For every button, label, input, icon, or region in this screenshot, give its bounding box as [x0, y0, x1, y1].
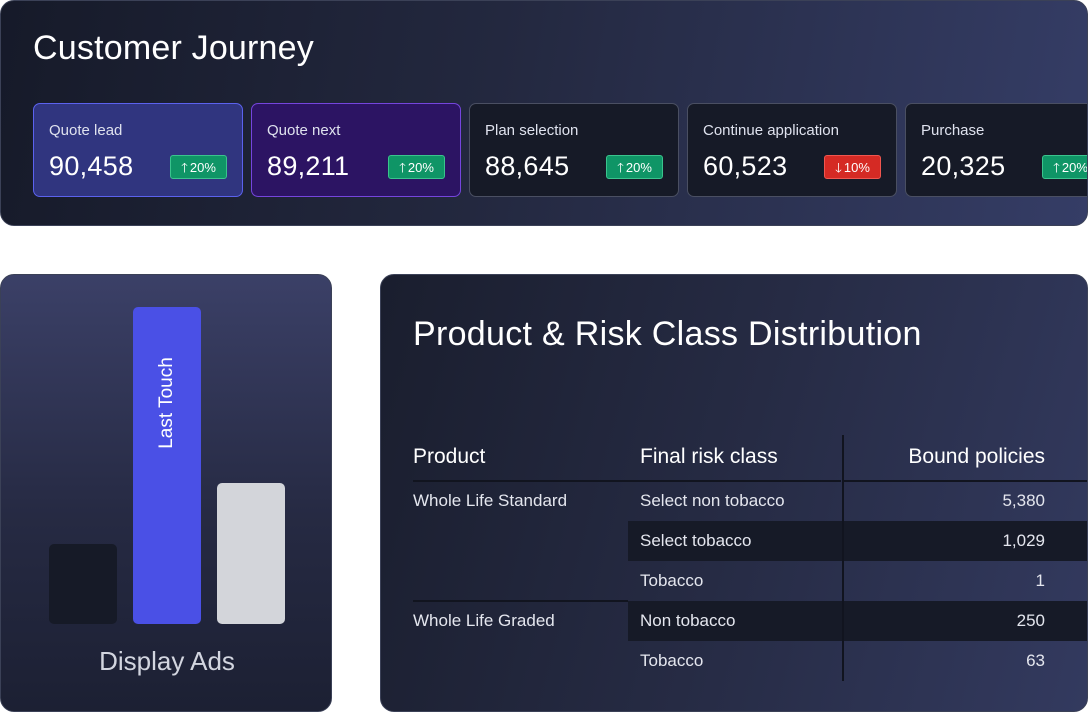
card-label: Quote lead: [49, 122, 123, 139]
change-badge-up: 🡑 20%: [170, 155, 227, 179]
card-label: Purchase: [921, 122, 985, 139]
header-risk-class: Final risk class: [640, 445, 778, 468]
change-badge-down: 🡓 10%: [824, 155, 881, 179]
display-ads-panel: Last Touch Display Ads: [0, 274, 332, 712]
arrow-down-icon: 🡓: [835, 160, 842, 175]
card-quote-next[interactable]: Quote next 89,211 🡑 20%: [251, 103, 461, 197]
customer-journey-panel: Customer Journey Quote lead 90,458 🡑 20% …: [0, 0, 1088, 226]
change-value: 20%: [625, 160, 652, 175]
bar-grey: [217, 483, 285, 624]
cell-risk-class: Select tobacco: [640, 531, 752, 550]
cell-bound-policies: 5,380: [1002, 491, 1045, 510]
header-divider: [844, 480, 1087, 482]
cell-risk-class: Non tobacco: [640, 611, 736, 630]
card-value: 89,211: [267, 151, 350, 181]
card-value: 90,458: [49, 151, 134, 181]
bar-last-touch: Last Touch: [133, 307, 201, 624]
header-product: Product: [413, 445, 486, 468]
distribution-title: Product & Risk Class Distribution: [413, 315, 922, 353]
card-value: 20,325: [921, 151, 1006, 181]
group-divider: [413, 600, 628, 602]
arrow-up-icon: 🡑: [399, 160, 406, 175]
cell-risk-class: Tobacco: [640, 571, 704, 590]
row-highlight: [628, 521, 1087, 561]
change-value: 20%: [189, 160, 216, 175]
cell-bound-policies: 1: [1035, 571, 1045, 590]
change-badge-up: 🡑 20%: [606, 155, 663, 179]
card-value: 60,523: [703, 151, 788, 181]
distribution-panel: Product & Risk Class Distribution Produc…: [380, 274, 1088, 712]
change-badge-up: 🡑 20%: [388, 155, 445, 179]
cell-bound-policies: 1,029: [1002, 531, 1045, 550]
change-value: 20%: [407, 160, 434, 175]
cell-bound-policies: 250: [1016, 611, 1045, 630]
cell-risk-class: Tobacco: [640, 651, 704, 670]
bar-label: Last Touch: [156, 357, 177, 449]
cell-bound-policies: 63: [1026, 651, 1045, 670]
header-divider: [413, 480, 841, 482]
card-plan-selection[interactable]: Plan selection 88,645 🡑 20%: [469, 103, 679, 197]
card-purchase[interactable]: Purchase 20,325 🡑 20%: [905, 103, 1088, 197]
bar-dark: [49, 544, 117, 624]
column-divider: [842, 435, 844, 681]
arrow-up-icon: 🡑: [617, 160, 624, 175]
card-label: Continue application: [703, 122, 839, 139]
card-continue-application[interactable]: Continue application 60,523 🡓 10%: [687, 103, 897, 197]
arrow-up-icon: 🡑: [1053, 160, 1060, 175]
journey-title: Customer Journey: [33, 29, 314, 67]
journey-cards: Quote lead 90,458 🡑 20% Quote next 89,211…: [33, 103, 1088, 197]
cell-product: Whole Life Standard: [413, 491, 568, 510]
cell-risk-class: Select non tobacco: [640, 491, 785, 510]
row-highlight: [628, 601, 1087, 641]
card-label: Quote next: [267, 122, 341, 139]
card-label: Plan selection: [485, 122, 579, 139]
cell-product: Whole Life Graded: [413, 611, 555, 630]
change-badge-up: 🡑 20%: [1042, 155, 1088, 179]
header-bound-policies: Bound policies: [908, 445, 1045, 468]
change-value: 20%: [1061, 160, 1088, 175]
arrow-up-icon: 🡑: [181, 160, 188, 175]
distribution-table: Product Final risk class Bound policies …: [381, 275, 1087, 711]
card-value: 88,645: [485, 151, 570, 181]
card-quote-lead[interactable]: Quote lead 90,458 🡑 20%: [33, 103, 243, 197]
ads-caption: Display Ads: [99, 646, 235, 676]
change-value: 10%: [843, 160, 870, 175]
